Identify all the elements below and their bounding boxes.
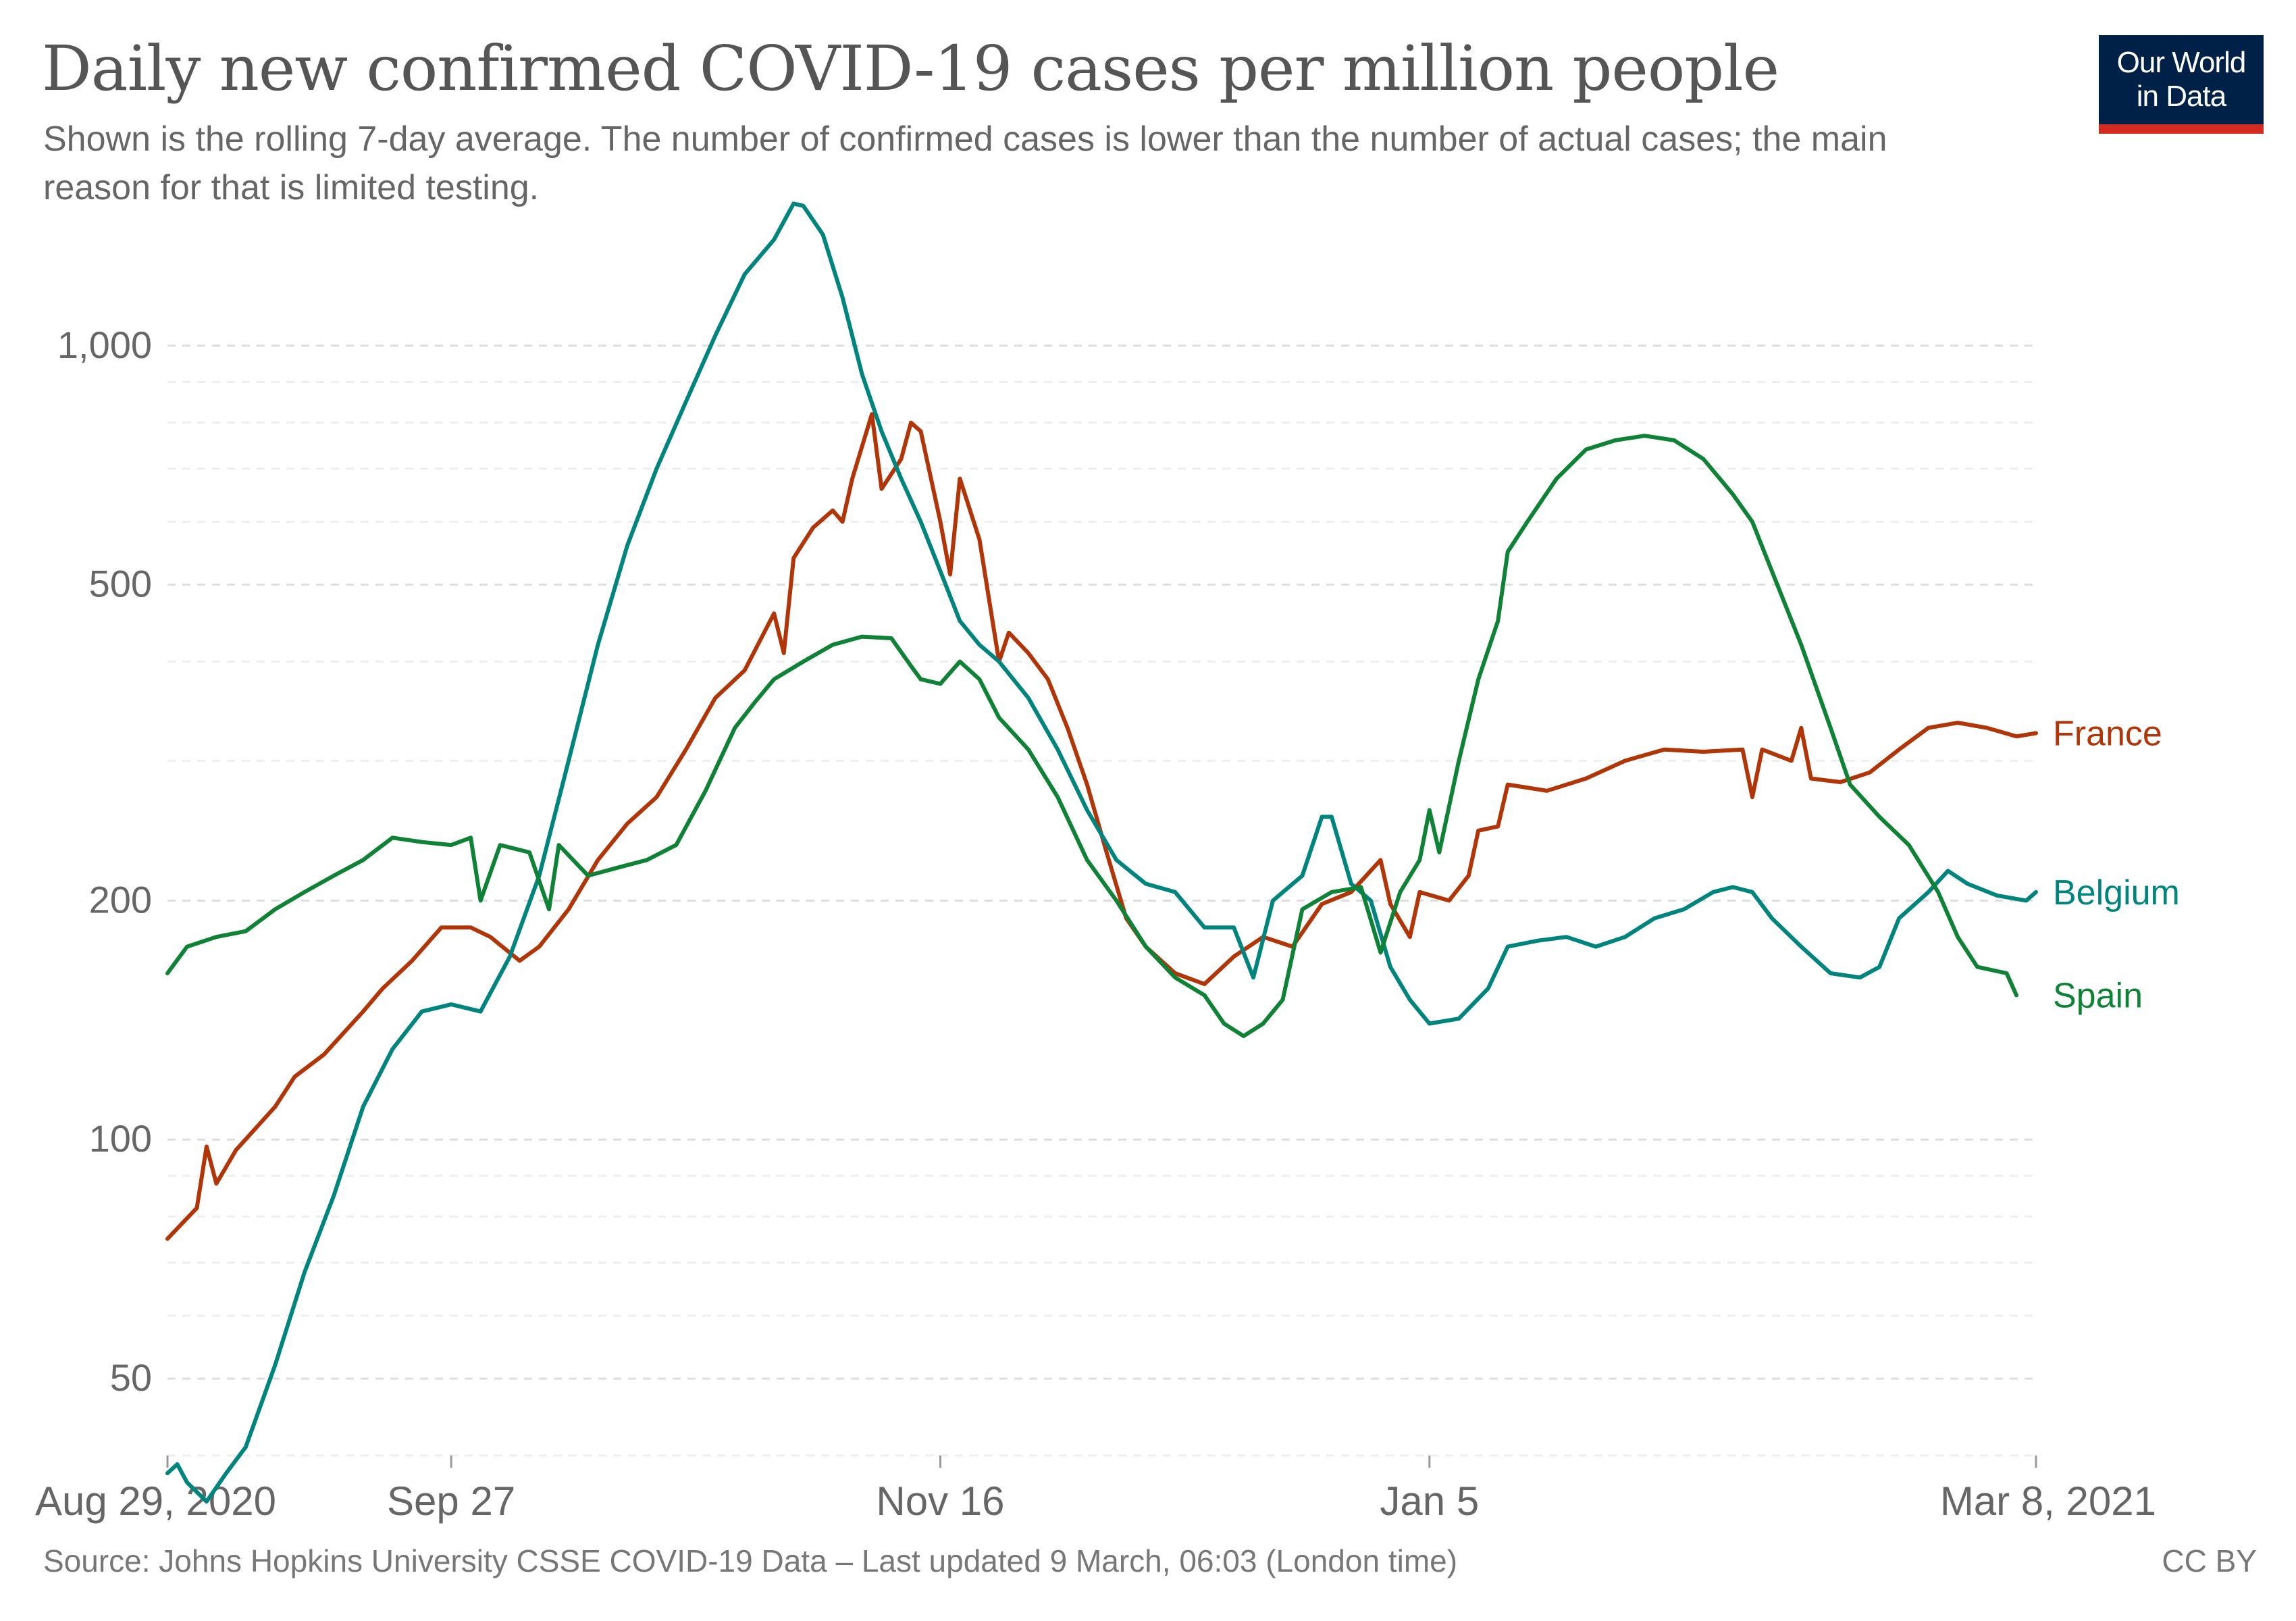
x-tick-label: Jan 5: [1380, 1478, 1479, 1524]
chart-subtitle: Shown is the rolling 7-day average. The …: [43, 120, 1887, 207]
license-label[interactable]: CC BY: [2162, 1543, 2257, 1578]
logo-line-2: in Data: [2136, 80, 2226, 113]
line-chart: 50 100 200 500 1,000 Aug 29, 2020 Sep 27 Nov 16…: [35, 201, 2180, 1524]
series-label-belgium[interactable]: Belgium: [2053, 873, 2180, 912]
x-tick-label: Nov 16: [876, 1478, 1004, 1524]
x-tick-label: Sep 27: [387, 1478, 515, 1524]
source-note: Source: Johns Hopkins University CSSE CO…: [43, 1543, 1458, 1578]
y-tick-label: 200: [89, 878, 152, 921]
x-tick-label: Aug 29, 2020: [35, 1478, 276, 1524]
series-line-france[interactable]: [165, 412, 2038, 1241]
x-tick-label: Mar 8, 2021: [1940, 1478, 2156, 1524]
owid-logo[interactable]: Our World in Data: [2099, 35, 2264, 134]
series-label-spain[interactable]: Spain: [2053, 976, 2143, 1015]
series-line-belgium[interactable]: [165, 201, 2038, 1504]
series-label-france[interactable]: France: [2053, 715, 2162, 754]
logo-line-1: Our World: [2116, 46, 2247, 79]
y-tick-label: 1,000: [57, 324, 152, 366]
chart-title: Daily new confirmed COVID-19 cases per m…: [42, 32, 1779, 105]
y-tick-label: 100: [89, 1117, 152, 1160]
y-tick-label: 50: [110, 1356, 152, 1399]
series-line-spain[interactable]: [165, 434, 2018, 1038]
y-tick-label: 500: [89, 563, 152, 605]
